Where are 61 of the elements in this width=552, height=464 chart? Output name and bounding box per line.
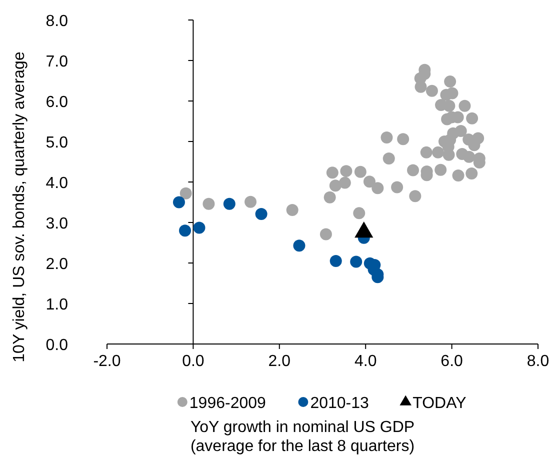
point bbox=[452, 170, 464, 182]
point bbox=[420, 146, 432, 158]
x-tick-label: -2.0 bbox=[93, 353, 121, 370]
y-tick-label: 1.0 bbox=[46, 296, 68, 314]
x-tick-label: 0.0 bbox=[182, 353, 204, 370]
point bbox=[353, 207, 366, 220]
point bbox=[330, 254, 342, 267]
point bbox=[338, 176, 351, 189]
point bbox=[179, 224, 192, 237]
point bbox=[466, 167, 478, 180]
y-tick-label: 8.0 bbox=[46, 13, 68, 30]
point bbox=[446, 87, 458, 100]
x-tick-label: 6.0 bbox=[440, 353, 464, 370]
y-tick-label: 6.0 bbox=[46, 94, 68, 111]
point bbox=[454, 124, 467, 137]
point bbox=[391, 181, 404, 194]
y-tick-label: 4.0 bbox=[46, 175, 68, 192]
point bbox=[444, 76, 456, 88]
point bbox=[320, 228, 332, 240]
point bbox=[180, 187, 192, 200]
point bbox=[329, 180, 342, 192]
y-tick-label: 7.0 bbox=[46, 54, 68, 70]
x-tick-label: 4.0 bbox=[354, 353, 377, 370]
point bbox=[426, 84, 438, 97]
point bbox=[397, 133, 410, 146]
y-tick-label: 5.0 bbox=[46, 134, 68, 152]
point bbox=[434, 164, 447, 176]
point bbox=[458, 100, 471, 112]
y-tick-label: 2.0 bbox=[46, 256, 68, 273]
point bbox=[223, 198, 236, 210]
point bbox=[363, 176, 376, 188]
point bbox=[432, 146, 444, 158]
legend-label: 2010-13 bbox=[310, 395, 370, 412]
point bbox=[382, 152, 395, 165]
point bbox=[244, 196, 257, 208]
point bbox=[172, 196, 185, 208]
y-tick-label: 0.0 bbox=[46, 337, 68, 354]
point bbox=[255, 208, 268, 220]
y-tick-label: 3.0 bbox=[46, 216, 68, 232]
point bbox=[463, 150, 476, 163]
point bbox=[466, 112, 478, 124]
y-axis-title: 10Y yield, US sov. bonds, quarterly average bbox=[11, 52, 28, 362]
x-tick-label: 2.0 bbox=[268, 353, 291, 370]
point bbox=[443, 100, 456, 112]
point bbox=[202, 198, 215, 210]
point bbox=[340, 165, 352, 178]
point bbox=[193, 222, 206, 234]
x-tick-label: 8.0 bbox=[526, 353, 550, 370]
point bbox=[372, 182, 384, 194]
point bbox=[293, 240, 306, 252]
point bbox=[324, 191, 336, 204]
legend-label: TODAY bbox=[412, 395, 467, 412]
point bbox=[354, 166, 366, 178]
point bbox=[350, 256, 362, 268]
point bbox=[409, 190, 422, 202]
point bbox=[326, 166, 338, 179]
point bbox=[286, 204, 298, 216]
point bbox=[380, 131, 393, 144]
x-axis-title: YoY growth in nominal US GDP (average for the last 8 quarters) bbox=[190, 419, 415, 455]
legend-label: 1996-2009 bbox=[189, 395, 266, 412]
point bbox=[407, 164, 420, 176]
